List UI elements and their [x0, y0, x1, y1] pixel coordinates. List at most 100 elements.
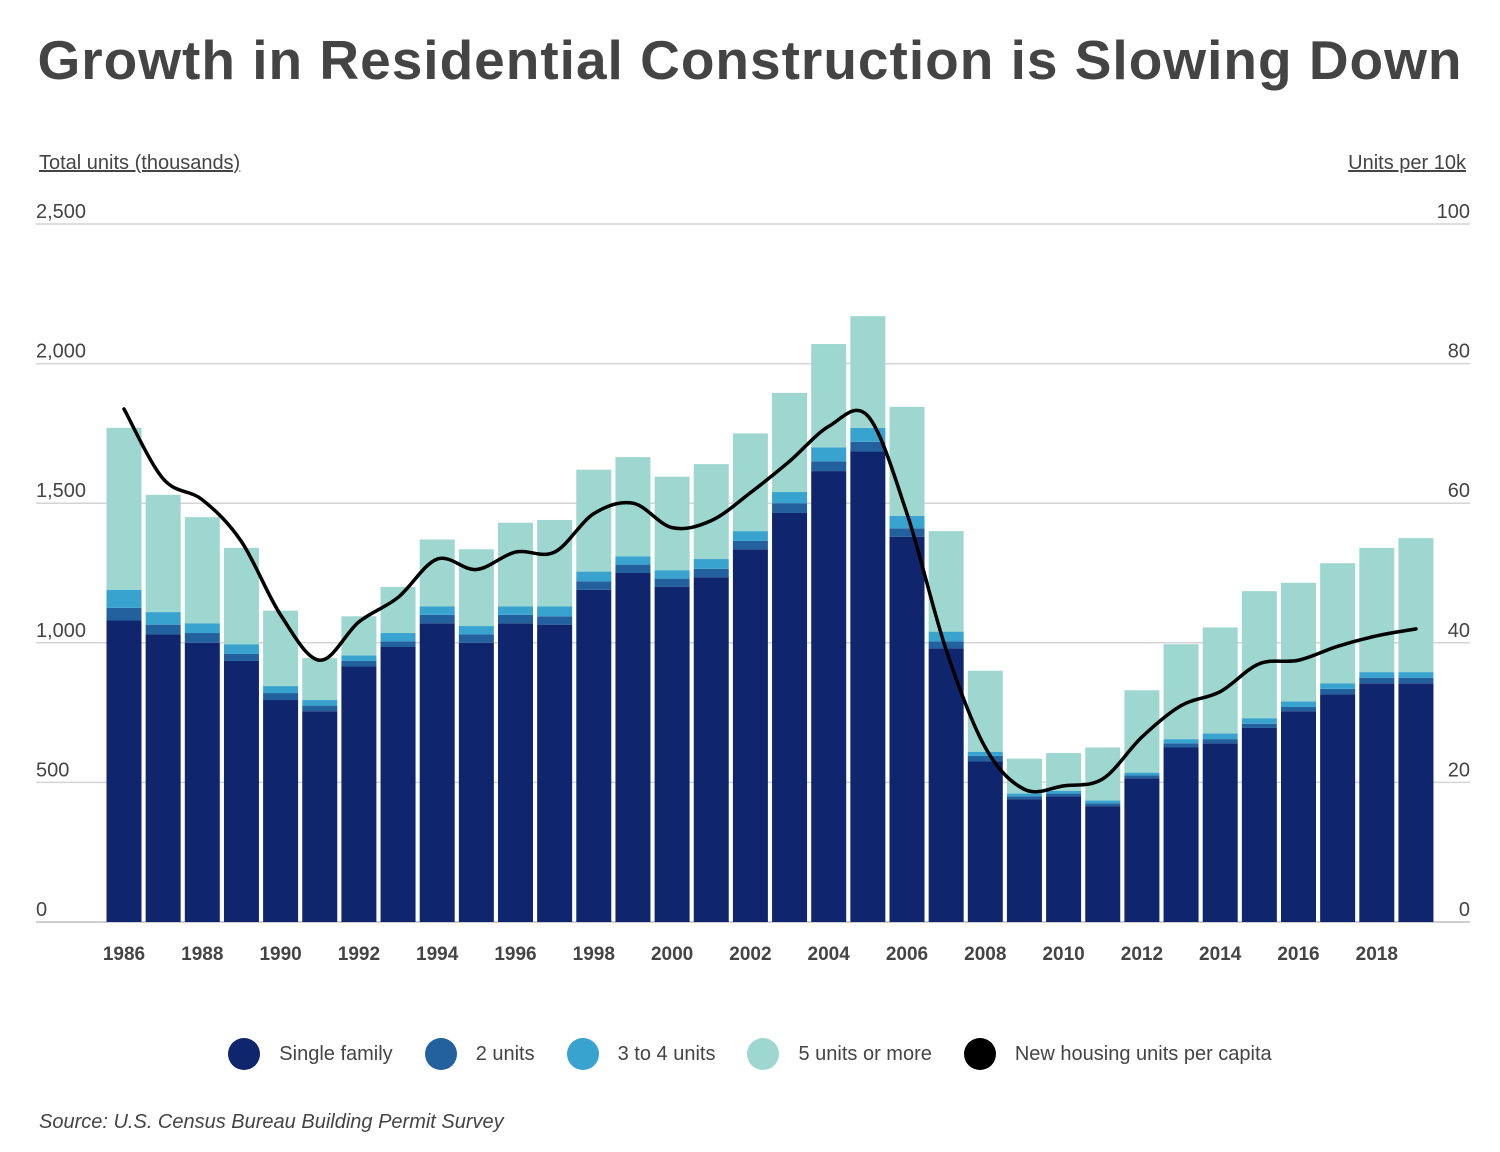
- x-tick-label: 2008: [964, 944, 1006, 965]
- chart-area: 0 0 500 20 1,000 40 1,500 60 2,000 80 2,500 100 1986…: [36, 201, 1470, 965]
- bar-2-units: [576, 581, 612, 590]
- bar-single-family: [302, 711, 338, 922]
- bar-5-units-or-more: [772, 392, 808, 493]
- bar-2-units: [1398, 677, 1434, 684]
- bar-single-family: [928, 648, 964, 922]
- legend-item-single-family: Single family: [228, 1038, 393, 1070]
- y-tick-label: 2,000: [36, 341, 86, 363]
- bar-2-units: [419, 614, 455, 624]
- bar-3-to-4-units: [302, 700, 338, 706]
- bar-single-family: [1359, 683, 1395, 922]
- bar-5-units-or-more: [1202, 627, 1238, 734]
- legend-label-3-to-4-units: 3 to 4 units: [617, 1042, 716, 1065]
- bar-5-units-or-more: [1281, 582, 1316, 702]
- legend-item-per-capita: New housing units per capita: [963, 1038, 1272, 1070]
- x-tick-label: 2010: [1042, 944, 1084, 965]
- bar-2-units: [1085, 803, 1121, 807]
- bar-5-units-or-more: [380, 586, 416, 634]
- bar-2-units: [811, 461, 847, 472]
- bar-5-units-or-more: [1359, 547, 1395, 673]
- legend-label-2-units: 2 units: [475, 1042, 535, 1065]
- bar-5-units-or-more: [615, 457, 651, 557]
- bar-2-units: [184, 633, 220, 643]
- source-note: Source: U.S. Census Bureau Building Perm…: [39, 1111, 504, 1133]
- bar-3-to-4-units: [223, 644, 259, 654]
- bar-single-family: [1398, 683, 1434, 922]
- bar-single-family: [1085, 806, 1121, 922]
- x-tick-label: 1986: [103, 944, 145, 965]
- bar-3-to-4-units: [537, 606, 573, 617]
- legend-label-5-units-or-more: 5 units or more: [798, 1042, 932, 1065]
- bar-2-units: [458, 634, 494, 643]
- bar-single-family: [811, 471, 847, 922]
- bar-2-units: [1359, 677, 1395, 684]
- bar-3-to-4-units: [1163, 739, 1199, 744]
- bar-3-to-4-units: [419, 606, 455, 615]
- bar-single-family: [967, 761, 1003, 922]
- bar-5-units-or-more: [811, 344, 847, 448]
- bar-3-to-4-units: [1085, 800, 1121, 804]
- x-tick-label: 1998: [573, 944, 615, 965]
- bar-single-family: [184, 642, 220, 922]
- bar-3-to-4-units: [811, 447, 847, 462]
- x-tick-label: 1988: [181, 944, 223, 965]
- bar-3-to-4-units: [967, 751, 1003, 756]
- x-tick-label: 2000: [651, 944, 693, 965]
- x-tick-label: 2014: [1199, 944, 1242, 965]
- bar-2-units: [341, 660, 377, 667]
- bar-single-family: [889, 536, 925, 922]
- bar-3-to-4-units: [654, 570, 690, 579]
- bar-5-units-or-more: [654, 476, 690, 571]
- bar-5-units-or-more: [928, 531, 964, 632]
- left-axis-title: Total units (thousands): [39, 152, 241, 174]
- bar-single-family: [145, 634, 181, 922]
- legend-swatch-single-family: [228, 1038, 261, 1070]
- bar-3-to-4-units: [341, 655, 377, 661]
- bar-single-family: [772, 512, 808, 922]
- bar-single-family: [1163, 747, 1199, 922]
- bar-3-to-4-units: [732, 531, 768, 541]
- bar-3-to-4-units: [1241, 718, 1277, 724]
- y-tick-label: 1,000: [36, 620, 86, 642]
- bar-5-units-or-more: [693, 464, 729, 560]
- bar-single-family: [654, 586, 690, 922]
- bar-3-to-4-units: [498, 606, 533, 615]
- bar-single-family: [1281, 711, 1316, 922]
- bar-2-units: [772, 503, 808, 513]
- legend-swatch-5-units-or-more: [747, 1038, 780, 1070]
- bar-3-to-4-units: [693, 559, 729, 569]
- bar-3-to-4-units: [576, 571, 612, 582]
- bar-single-family: [263, 700, 299, 922]
- bar-2-units: [615, 564, 651, 573]
- legend-label-single-family: Single family: [279, 1042, 393, 1065]
- bar-single-family: [1320, 694, 1356, 922]
- bar-single-family: [537, 624, 573, 922]
- bar-2-units: [967, 755, 1003, 762]
- bar-single-family: [1202, 743, 1238, 922]
- legend-label-per-capita: New housing units per capita: [1014, 1042, 1272, 1065]
- bar-single-family: [850, 451, 886, 922]
- y-tick-label: 0: [36, 899, 47, 921]
- bar-single-family: [380, 646, 416, 922]
- bar-5-units-or-more: [419, 539, 455, 607]
- per-capita-line: [122, 407, 1418, 794]
- bar-2-units: [654, 578, 690, 587]
- y2-tick-label: 80: [1448, 341, 1470, 363]
- legend-swatch-3-to-4-units: [566, 1038, 599, 1070]
- x-tick-label: 2006: [886, 944, 928, 965]
- bar-5-units-or-more: [263, 610, 299, 687]
- bar-2-units: [1281, 707, 1316, 712]
- legend-item-5-units-or-more: 5 units or more: [747, 1038, 932, 1070]
- bar-single-family: [419, 623, 455, 922]
- y-tick-label: 1,500: [36, 480, 86, 502]
- bar-single-family: [1046, 796, 1082, 922]
- bar-3-to-4-units: [1202, 733, 1238, 740]
- bar-single-family: [1241, 727, 1277, 922]
- x-tick-label: 2012: [1121, 944, 1163, 965]
- bar-5-units-or-more: [537, 519, 573, 607]
- bar-2-units: [1046, 793, 1082, 797]
- bar-5-units-or-more: [1124, 690, 1160, 773]
- bar-2-units: [693, 568, 729, 578]
- x-tick-label: 1990: [259, 944, 301, 965]
- x-tick-label: 2004: [808, 944, 851, 965]
